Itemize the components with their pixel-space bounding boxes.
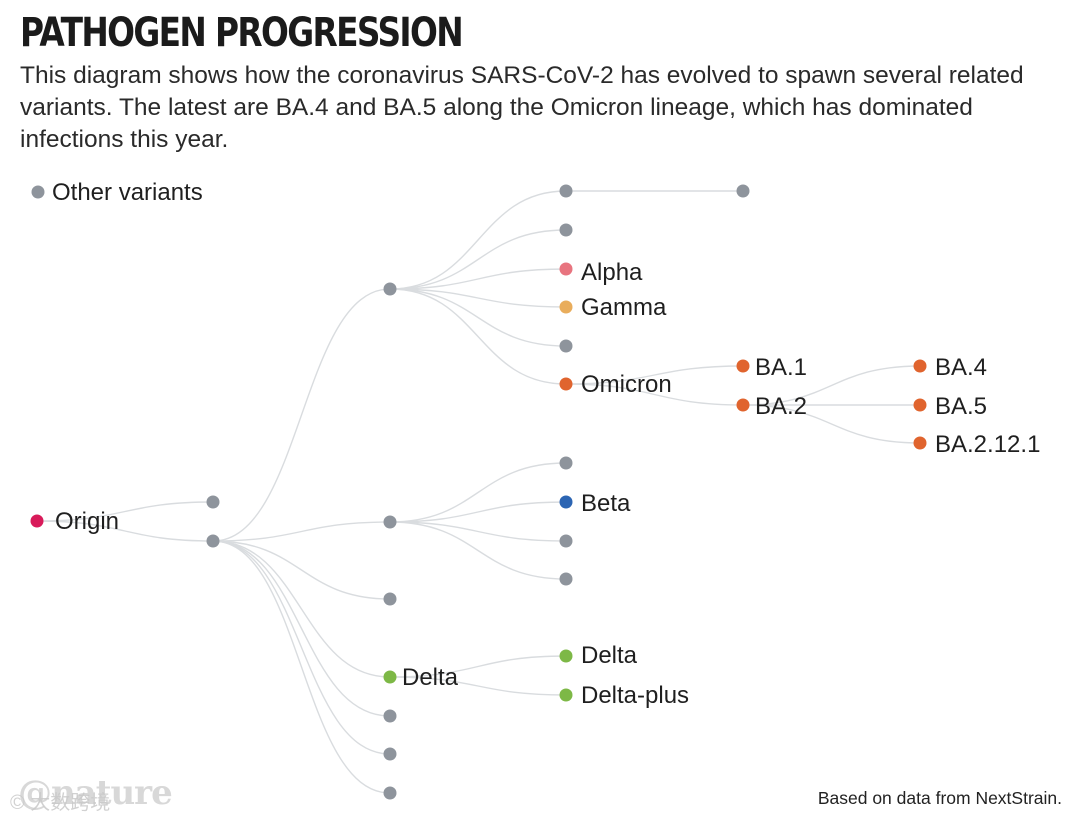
node-other-g bbox=[736, 184, 750, 198]
label-ba1: BA.1 bbox=[755, 354, 807, 381]
link-origin-hub-main bbox=[36, 520, 214, 542]
label-alpha: Alpha bbox=[581, 259, 643, 286]
link-hub-upper-other-f bbox=[389, 190, 567, 290]
page-subtitle: This diagram shows how the coronavirus S… bbox=[20, 62, 1024, 153]
link-hub-lower-other-l bbox=[389, 521, 567, 580]
link-hub-main-other-e bbox=[212, 540, 391, 794]
source-note: Based on data from NextStrain. bbox=[817, 788, 1062, 808]
label-gamma: Gamma bbox=[581, 294, 667, 321]
link-hub-main-hub-upper bbox=[212, 288, 391, 542]
node-other-f bbox=[559, 184, 573, 198]
link-delta-delta-plus bbox=[389, 676, 567, 696]
label-delta-parent: Delta bbox=[402, 664, 459, 691]
label-ba2121: BA.2.12.1 bbox=[935, 431, 1040, 458]
link-hub-main-hub-lower bbox=[212, 521, 391, 542]
label-omicron: Omicron bbox=[581, 371, 672, 398]
link-hub-lower-other-k bbox=[389, 521, 567, 542]
node-delta-plus bbox=[559, 688, 573, 702]
link-omicron-ba1 bbox=[565, 365, 744, 385]
label-ba4: BA.4 bbox=[935, 354, 987, 381]
link-hub-upper-other-i bbox=[389, 288, 567, 347]
node-other-h bbox=[559, 223, 573, 237]
link-hub-upper-gamma bbox=[389, 288, 567, 308]
node-other-l bbox=[559, 572, 573, 586]
node-origin bbox=[30, 514, 44, 528]
node-ba2121 bbox=[913, 436, 927, 450]
link-hub-main-other-d bbox=[212, 540, 391, 755]
link-hub-main-other-b bbox=[212, 540, 391, 600]
nature-logo: @nature bbox=[18, 773, 173, 813]
tree-links bbox=[36, 190, 921, 794]
node-other-k bbox=[559, 534, 573, 548]
node-other-e bbox=[383, 786, 397, 800]
node-omicron bbox=[559, 377, 573, 391]
link-origin-other-a bbox=[36, 501, 214, 522]
node-beta bbox=[559, 495, 573, 509]
node-ba4 bbox=[913, 359, 927, 373]
node-gamma bbox=[559, 300, 573, 314]
label-delta-plus: Delta-plus bbox=[581, 682, 689, 709]
link-omicron-ba2 bbox=[565, 383, 744, 406]
node-hub-upper bbox=[383, 282, 397, 296]
node-other-b bbox=[383, 592, 397, 606]
label-ba2: BA.2 bbox=[755, 393, 807, 420]
page-title: PATHOGEN PROGRESSION bbox=[20, 10, 464, 56]
node-other-i bbox=[559, 339, 573, 353]
label-origin: Origin bbox=[55, 508, 119, 535]
legend-other-dot bbox=[31, 185, 45, 199]
link-hub-lower-beta bbox=[389, 501, 567, 523]
label-beta: Beta bbox=[581, 490, 631, 517]
node-hub-main bbox=[206, 534, 220, 548]
node-ba1 bbox=[736, 359, 750, 373]
link-hub-lower-other-j bbox=[389, 462, 567, 523]
link-hub-upper-alpha bbox=[389, 268, 567, 290]
legend-other-label: Other variants bbox=[52, 179, 203, 206]
label-ba5: BA.5 bbox=[935, 393, 987, 420]
node-ba2 bbox=[736, 398, 750, 412]
link-delta-delta-child bbox=[389, 655, 567, 678]
link-hub-upper-other-h bbox=[389, 229, 567, 290]
node-delta bbox=[383, 670, 397, 684]
node-delta-child bbox=[559, 649, 573, 663]
node-hub-lower bbox=[383, 515, 397, 529]
link-hub-upper-omicron bbox=[389, 288, 567, 385]
node-other-a bbox=[206, 495, 220, 509]
node-other-j bbox=[559, 456, 573, 470]
link-hub-main-other-c bbox=[212, 540, 391, 717]
link-hub-main-delta bbox=[212, 540, 391, 678]
node-other-d bbox=[383, 747, 397, 761]
label-delta-child: Delta bbox=[581, 642, 638, 669]
node-ba5 bbox=[913, 398, 927, 412]
watermark: © 大数跨境 bbox=[10, 792, 111, 814]
node-alpha bbox=[559, 262, 573, 276]
link-ba2-ba4 bbox=[742, 365, 921, 406]
node-other-c bbox=[383, 709, 397, 723]
link-ba2-ba2121 bbox=[742, 404, 921, 444]
